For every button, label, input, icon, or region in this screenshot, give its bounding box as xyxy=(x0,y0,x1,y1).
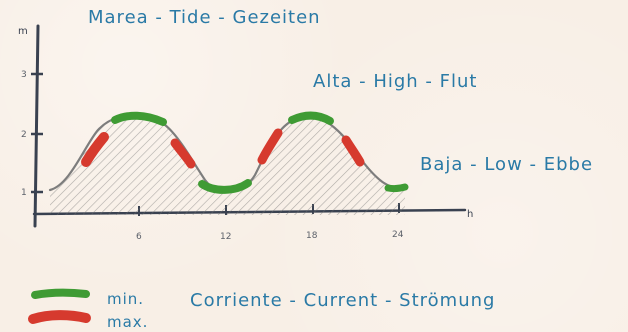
y-tick-label: 3 xyxy=(21,70,27,80)
min-current-segment xyxy=(198,179,252,194)
min-current-segment xyxy=(288,111,334,125)
x-tick-label: 12 xyxy=(220,232,231,242)
legend-min-swatch xyxy=(31,288,90,299)
current-label: Corriente - Current - Strömung xyxy=(190,290,496,311)
legend-max-label: max. xyxy=(107,313,149,331)
chart-area: 3 2 1 m 6 12 18 24 h xyxy=(18,24,473,324)
legend-max-swatch xyxy=(28,310,91,324)
x-tick-label: 24 xyxy=(392,230,404,240)
diagram-title: Marea - Tide - Gezeiten xyxy=(88,7,321,28)
max-current-segment xyxy=(341,135,365,167)
x-axis-unit: h xyxy=(467,209,473,220)
min-current-segment xyxy=(111,111,167,126)
max-current-segment xyxy=(81,132,109,167)
y-tick-label: 2 xyxy=(21,130,27,140)
legend-min-label: min. xyxy=(107,290,145,308)
low-tide-label: Baja - Low - Ebbe xyxy=(420,154,594,175)
x-tick-label: 6 xyxy=(136,232,142,242)
high-tide-label: Alta - High - Flut xyxy=(313,71,478,92)
y-tick-label: 1 xyxy=(21,188,27,198)
x-tick-label: 18 xyxy=(306,231,318,241)
y-axis xyxy=(33,24,40,228)
max-current-segment xyxy=(170,138,196,169)
max-current-segment xyxy=(257,128,283,165)
min-current-segment xyxy=(384,183,409,193)
y-axis-unit: m xyxy=(18,26,28,37)
y-axis-ticks: 3 2 1 m xyxy=(18,26,43,198)
